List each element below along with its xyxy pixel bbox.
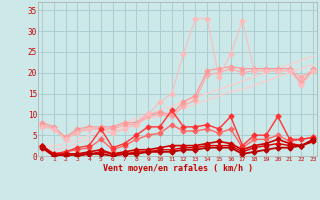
X-axis label: Vent moyen/en rafales ( km/h ): Vent moyen/en rafales ( km/h )	[103, 164, 252, 173]
